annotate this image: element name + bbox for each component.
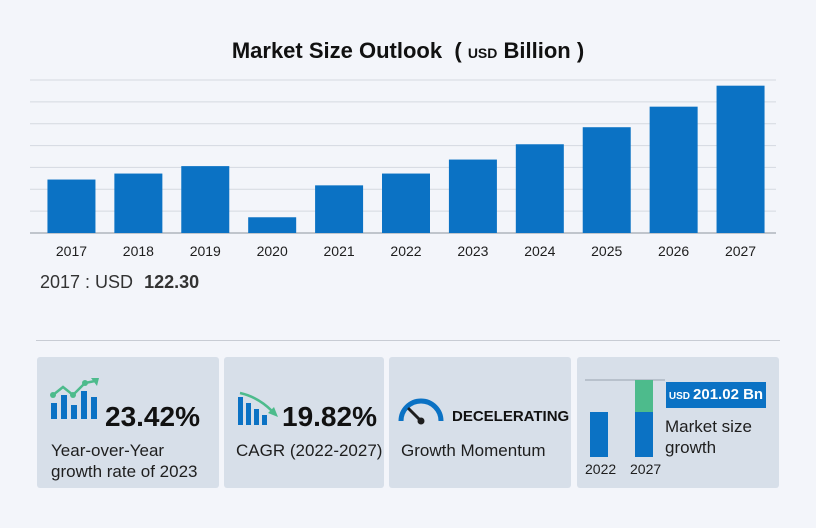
growth-year-end: 2027 — [630, 461, 662, 477]
chart-x-ticks: 2017 2018 2019 2020 2021 2022 2023 2024 2025 2026… — [56, 243, 756, 259]
growth-year-start: 2022 — [585, 461, 617, 477]
chart-title-text: Market Size Outlook — [231, 38, 443, 63]
x-tick-label: 2021 — [324, 243, 355, 259]
growth-mini-chart — [585, 379, 665, 457]
chart-unit: ( USD Billion ) — [448, 38, 584, 63]
mini-bar-increment — [635, 380, 653, 412]
x-tick-label: 2026 — [658, 243, 689, 259]
chart-bars — [47, 85, 765, 233]
momentum-card: DECELERATING Growth Momentum — [389, 357, 571, 488]
chart-title: Market Size Outlook ( USD Billion ) — [0, 38, 816, 64]
bar-2018 — [114, 173, 163, 233]
bar-2027 — [716, 85, 765, 233]
x-tick-label: 2017 — [56, 243, 87, 259]
speedometer-icon — [398, 398, 444, 425]
bar-2021 — [315, 185, 364, 233]
mini-bar-2022 — [590, 412, 608, 457]
growth-caption-line2: growth — [665, 438, 717, 457]
x-tick-label: 2027 — [725, 243, 756, 259]
unit-currency: USD — [467, 45, 498, 61]
badge-value: 201.02 Bn — [693, 386, 764, 403]
bar-2025 — [582, 127, 631, 233]
bar-2017 — [47, 179, 96, 233]
bar-2026 — [649, 106, 698, 233]
x-tick-label: 2025 — [591, 243, 622, 259]
growth-chart-icon — [50, 378, 99, 419]
bar-chart: 2017 2018 2019 2020 2021 2022 2023 2024 2025 2026… — [30, 79, 776, 259]
bar-2020 — [248, 217, 297, 233]
x-tick-label: 2023 — [457, 243, 488, 259]
x-tick-label: 2018 — [123, 243, 154, 259]
yoy-card: 23.42% Year-over-Year growth rate of 202… — [37, 357, 219, 488]
yoy-caption-line1: Year-over-Year — [51, 441, 165, 460]
unit-close: ) — [576, 38, 585, 63]
yoy-caption: Year-over-Year growth rate of 2023 — [51, 440, 197, 482]
momentum-caption: Growth Momentum — [401, 441, 546, 460]
cagr-caption: CAGR (2022-2027) — [236, 441, 383, 460]
section-divider — [36, 340, 780, 341]
unit-word: Billion — [503, 38, 571, 63]
x-tick-label: 2022 — [390, 243, 421, 259]
mini-bar-2027 — [635, 412, 653, 457]
bar-2024 — [515, 144, 564, 233]
unit-open: ( — [454, 38, 462, 63]
badge-currency: USD — [668, 391, 691, 402]
x-tick-label: 2019 — [190, 243, 221, 259]
cagr-value: 19.82% — [282, 401, 377, 432]
cagr-card: 19.82% CAGR (2022-2027) — [224, 357, 384, 488]
growth-caption-line1: Market size — [665, 417, 752, 436]
bar-2023 — [448, 159, 497, 233]
yoy-value: 23.42% — [105, 401, 200, 432]
x-tick-label: 2024 — [524, 243, 555, 259]
growth-card: 2022 2027 Market size growth — [577, 357, 779, 488]
bar-2022 — [382, 173, 430, 233]
cagr-chart-icon — [238, 391, 278, 425]
growth-caption: Market size growth — [665, 416, 752, 458]
yoy-caption-line2: growth rate of 2023 — [51, 462, 198, 481]
momentum-value: DECELERATING — [452, 408, 570, 425]
bar-2019 — [181, 166, 230, 233]
base-year-value: 2017 : USD 122.30 — [40, 272, 199, 293]
x-tick-label: 2020 — [257, 243, 288, 259]
base-year-label: 2017 : USD — [40, 272, 134, 292]
base-year-amount: 122.30 — [144, 272, 200, 292]
growth-badge: USD 201.02 Bn — [666, 382, 766, 408]
